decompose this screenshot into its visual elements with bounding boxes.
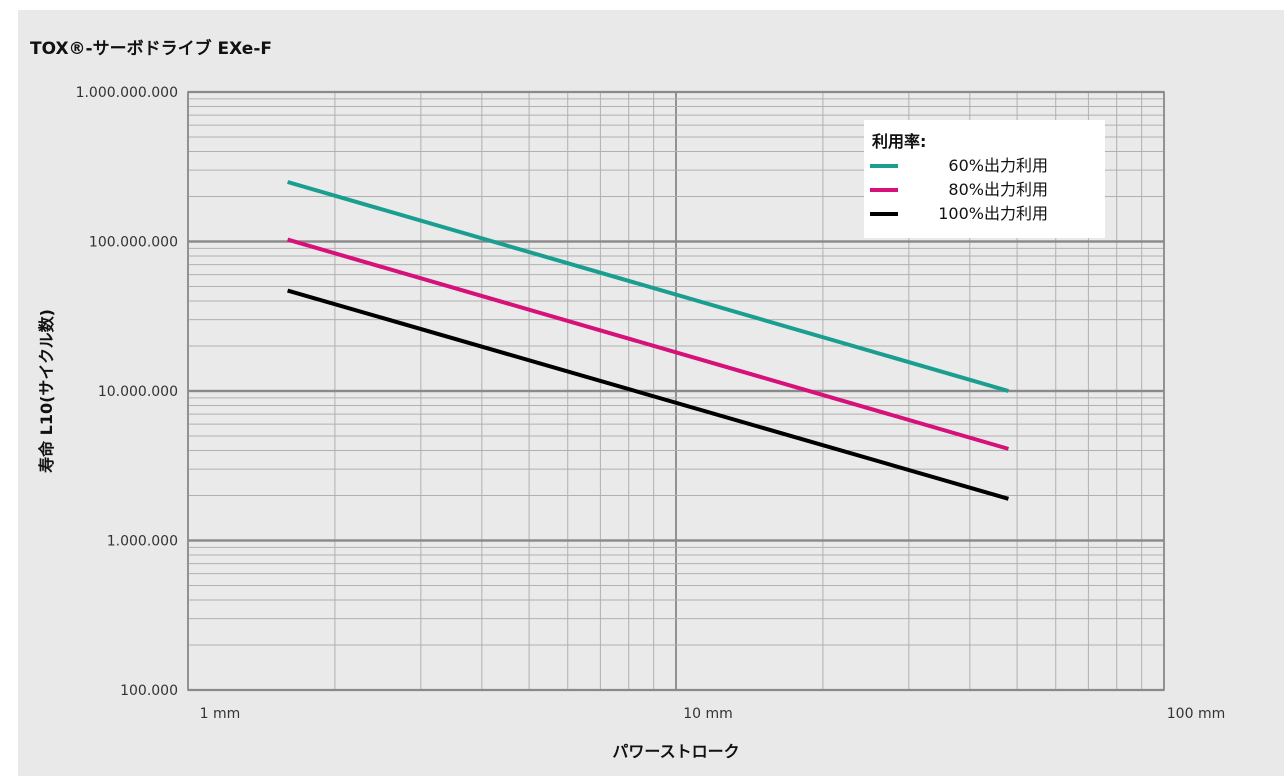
x-tick-label: 1 mm (200, 706, 241, 722)
series-line (287, 288, 1010, 501)
y-tick-label: 10.000.000 (98, 384, 178, 400)
x-tick-label: 10 mm (683, 706, 733, 722)
x-tick-label: 100 mm (1167, 706, 1225, 722)
chart-title-text: TOX®-サーボドライブ EXe-F (30, 39, 272, 59)
legend-entry: 80%出力利用 (948, 180, 1048, 199)
legend-entry: 60%出力利用 (948, 156, 1048, 175)
y-tick-label: 100.000 (120, 683, 178, 699)
series-line (287, 180, 1010, 393)
x-axis-label: パワーストローク (612, 742, 739, 761)
chart-title: TOX®-サーボドライブ EXe-F (30, 34, 272, 59)
legend-entry: 100%出力利用 (938, 204, 1048, 223)
y-axis-label: 寿命 L10(サイクル数) (37, 309, 56, 473)
legend-title: 利用率: (872, 132, 926, 151)
y-tick-label: 1.000.000 (107, 534, 178, 550)
y-tick-label: 1.000.000.000 (76, 85, 178, 101)
legend-box (864, 120, 1105, 238)
y-tick-label: 100.000.000 (89, 235, 178, 251)
plot-border (187, 91, 1165, 691)
series-line (287, 237, 1010, 451)
